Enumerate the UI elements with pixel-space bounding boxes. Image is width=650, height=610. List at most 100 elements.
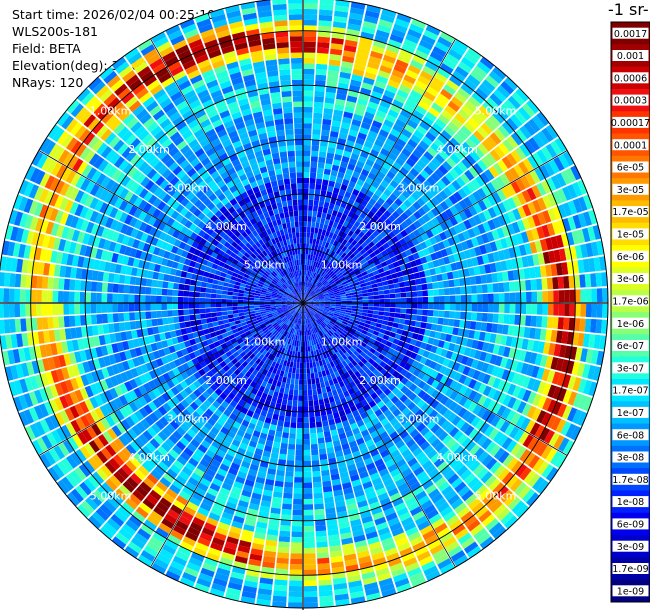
gate-cell (362, 520, 375, 530)
gate-cell (478, 331, 486, 341)
gate-cell (310, 310, 316, 315)
gate-cell (353, 333, 360, 339)
gate-cell (370, 354, 378, 362)
gate-cell (583, 380, 593, 395)
gate-cell (306, 335, 309, 341)
gate-cell (349, 338, 356, 344)
gate-cell (284, 388, 290, 395)
gate-cell (303, 395, 308, 402)
gate-cell (226, 306, 233, 311)
gate-cell (312, 470, 321, 478)
gate-cell (338, 326, 345, 332)
gate-cell (426, 420, 437, 430)
gate-cell (294, 466, 303, 472)
gate-cell (595, 319, 603, 334)
gate-cell (335, 500, 346, 508)
gate-cell (393, 421, 403, 431)
gate-cell (435, 347, 443, 356)
gate-cell (350, 422, 358, 430)
gate-cell (336, 320, 342, 325)
gate-cell (118, 274, 126, 284)
gate-cell (391, 527, 405, 537)
gate-cell (316, 382, 321, 390)
instrument-label: WLS200s-181 (12, 24, 98, 39)
gate-cell (485, 518, 500, 531)
gate-cell (311, 309, 316, 314)
gate-cell (471, 303, 478, 312)
gate-cell (354, 432, 363, 441)
gate-cell (313, 304, 320, 306)
gate-cell (378, 392, 387, 401)
gate-cell (518, 485, 531, 500)
gate-cell (525, 419, 536, 433)
gate-cell (384, 307, 391, 312)
gate-cell (373, 350, 381, 358)
gate-cell (337, 460, 347, 469)
gate-cell (168, 275, 176, 283)
gate-cell (360, 318, 367, 323)
gate-cell (447, 493, 461, 506)
gate-cell (343, 425, 352, 433)
gate-cell (392, 473, 404, 483)
gate-cell (400, 385, 409, 394)
gate-cell (322, 420, 329, 427)
gate-cell (308, 311, 313, 317)
gate-cell (14, 318, 22, 333)
gate-cell (307, 318, 310, 325)
gate-cell (431, 389, 440, 399)
gate-cell (407, 457, 418, 468)
gate-cell (306, 368, 311, 374)
gate-cell (320, 365, 325, 372)
gate-cell (307, 306, 312, 310)
gate-cell (273, 590, 287, 597)
gate-cell (357, 550, 370, 559)
gate-cell (300, 341, 303, 347)
gate-cell (306, 306, 311, 312)
gate-cell (288, 585, 303, 592)
gate-cell (277, 464, 286, 471)
gate-cell (326, 446, 335, 454)
gate-cell (396, 382, 405, 391)
gate-cell (415, 409, 425, 419)
gate-cell (290, 558, 303, 565)
gate-cell (342, 542, 355, 551)
gate-cell (337, 369, 344, 376)
gate-cell (304, 324, 306, 331)
gate-cell (502, 381, 512, 394)
gate-cell (226, 295, 233, 300)
ray (303, 303, 608, 334)
gate-cell (479, 351, 487, 362)
gate-cell (536, 410, 547, 424)
gate-cell (577, 411, 588, 427)
gate-cell (221, 290, 228, 295)
gate-cell (19, 303, 26, 317)
gate-cell (437, 501, 450, 513)
gate-cell (172, 309, 179, 317)
gate-cell (272, 491, 283, 498)
gate-cell (306, 313, 309, 319)
gate-cell (303, 422, 310, 429)
gate-cell (445, 350, 454, 360)
gate-cell (404, 453, 415, 463)
gate-cell (357, 324, 364, 330)
gate-cell (382, 356, 390, 364)
gate-cell (316, 541, 328, 548)
gate-cell (464, 493, 478, 506)
gate-cell (326, 338, 332, 345)
gate-cell (199, 292, 206, 298)
gate-cell (340, 347, 347, 354)
gate-cell (391, 327, 398, 333)
gate-cell (312, 327, 317, 334)
gate-cell (299, 335, 302, 342)
gate-cell (324, 496, 334, 504)
gate-cell (303, 471, 312, 478)
gate-cell (150, 295, 157, 303)
gate-cell (227, 291, 234, 296)
gate-cell (316, 332, 321, 338)
gate-cell (489, 461, 502, 474)
gate-cell (545, 448, 558, 463)
gate-cell (399, 335, 407, 342)
gate-cell (393, 317, 400, 324)
gate-cell (323, 320, 329, 325)
gate-cell (468, 348, 477, 358)
